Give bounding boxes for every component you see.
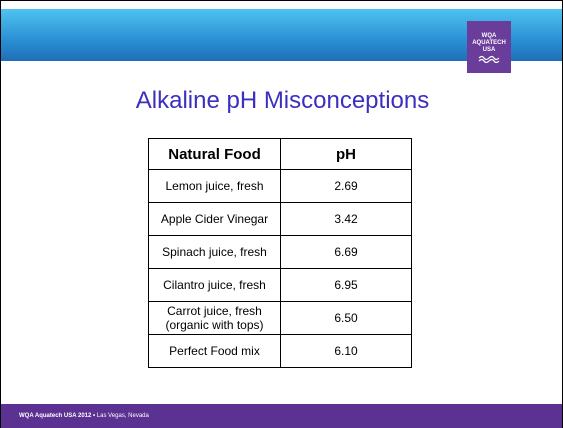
table-cell: 2.69 xyxy=(280,169,412,203)
table-row: Carrot juice, fresh (organic with tops) 6… xyxy=(148,301,412,335)
table-cell: Spinach juice, fresh xyxy=(148,235,281,269)
footer: WQA Aquatech USA 2012 • Las Vegas, Nevad… xyxy=(1,404,562,428)
table-cell: Cilantro juice, fresh xyxy=(148,268,281,302)
table-row: Cilantro juice, fresh 6.95 xyxy=(148,268,412,302)
table-body: Lemon juice, fresh 2.69 Apple Cider Vinega… xyxy=(148,169,412,368)
table-row: Lemon juice, fresh 2.69 xyxy=(148,169,412,203)
table-cell: 3.42 xyxy=(280,202,412,236)
table-row: Apple Cider Vinegar 3.42 xyxy=(148,202,412,236)
table-cell: 6.95 xyxy=(280,268,412,302)
logo-text: AQUATECH xyxy=(472,40,506,46)
table-cell: 6.50 xyxy=(280,301,412,335)
table-cell: Lemon juice, fresh xyxy=(148,169,281,203)
footer-event: WQA Aquatech USA 2012 • xyxy=(19,413,96,419)
table-cell: 6.69 xyxy=(280,235,412,269)
table-row: Perfect Food mix 6.10 xyxy=(148,334,412,368)
table-cell: Perfect Food mix xyxy=(148,334,281,368)
logo-text: USA xyxy=(482,47,496,53)
ph-table: Natural Food pH Lemon juice, fresh 2.69 App… xyxy=(148,138,412,368)
footer-location: Las Vegas, Nevada xyxy=(96,413,149,419)
table-cell: Carrot juice, fresh (organic with tops) xyxy=(148,301,281,335)
header-cell: pH xyxy=(280,138,412,170)
logo-text: WQA xyxy=(481,33,497,39)
header-cell: Natural Food xyxy=(148,138,281,170)
logo: WQA AQUATECH USA xyxy=(467,21,511,73)
logo-waves xyxy=(478,55,500,63)
slide-title: Alkaline pH Misconceptions xyxy=(135,87,430,114)
table-row: Spinach juice, fresh 6.69 xyxy=(148,235,412,269)
table-cell: 6.10 xyxy=(280,334,412,368)
header-row: Natural Food pH xyxy=(148,138,412,170)
table-cell: Apple Cider Vinegar xyxy=(148,202,281,236)
